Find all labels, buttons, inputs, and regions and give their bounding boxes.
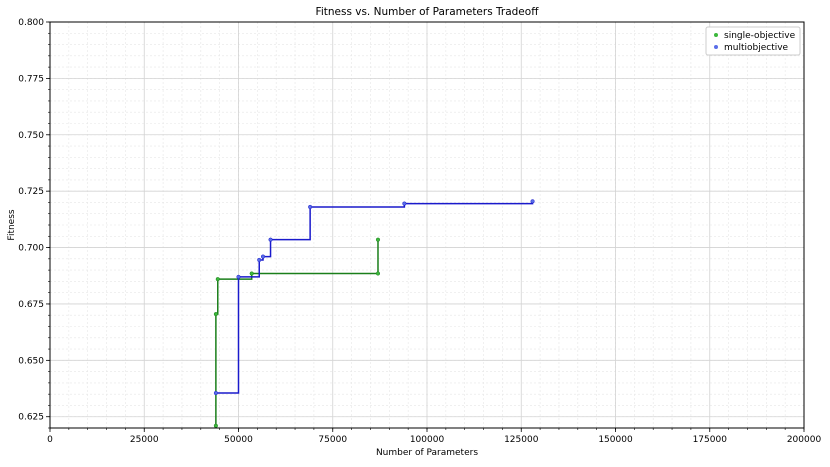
chart-title: Fitness vs. Number of Parameters Tradeof… xyxy=(316,6,540,18)
series-layer xyxy=(213,199,535,428)
data-point-single-objective xyxy=(249,271,254,276)
data-point-multiobjective xyxy=(268,237,273,242)
data-point-single-objective xyxy=(213,423,218,428)
axis-ticks: 0 25000 50000 75000 100000 125000 150000 175000… xyxy=(18,18,821,445)
y-tick-label: 0.800 xyxy=(18,18,44,28)
data-point-single-objective xyxy=(375,237,381,242)
y-tick-label: 0.700 xyxy=(18,244,44,254)
data-point-multiobjective xyxy=(260,254,266,259)
x-tick-label: 25000 xyxy=(130,435,159,445)
data-point-multiobjective xyxy=(402,201,407,206)
data-point-single-objective xyxy=(215,277,220,282)
legend-marker-single-objective xyxy=(714,33,718,37)
x-tick-label: 75000 xyxy=(318,435,347,445)
data-point-multiobjective xyxy=(530,199,535,204)
data-point-multiobjective xyxy=(257,257,262,263)
y-tick-label: 0.725 xyxy=(18,187,44,197)
y-tick-label: 0.775 xyxy=(18,74,44,84)
x-tick-label: 125000 xyxy=(504,435,539,445)
x-tick-label: 150000 xyxy=(598,435,633,445)
y-tick-label: 0.750 xyxy=(18,131,44,141)
data-point-single-objective xyxy=(375,271,381,276)
legend-label-multiobjective: multiobjective xyxy=(724,43,789,53)
x-tick-label: 175000 xyxy=(693,435,728,445)
legend-box xyxy=(705,26,801,56)
data-point-single-objective xyxy=(213,312,218,317)
x-axis-title: Number of Parameters xyxy=(376,448,478,458)
x-tick-label: 100000 xyxy=(410,435,445,445)
y-tick-label: 0.650 xyxy=(18,356,44,366)
y-axis-title: Fitness xyxy=(7,209,17,240)
x-tick-label: 200000 xyxy=(787,435,822,445)
x-tick-label: 0 xyxy=(47,435,53,445)
data-point-multiobjective xyxy=(308,204,313,210)
y-tick-label: 0.625 xyxy=(18,413,44,423)
data-point-multiobjective xyxy=(236,274,241,279)
legend-marker-multiobjective xyxy=(714,45,718,49)
legend: single-objective multiobjective xyxy=(705,26,801,56)
y-tick-label: 0.675 xyxy=(18,300,44,310)
data-point-multiobjective xyxy=(213,390,218,396)
legend-label-single-objective: single-objective xyxy=(724,31,796,41)
x-tick-label: 50000 xyxy=(224,435,253,445)
